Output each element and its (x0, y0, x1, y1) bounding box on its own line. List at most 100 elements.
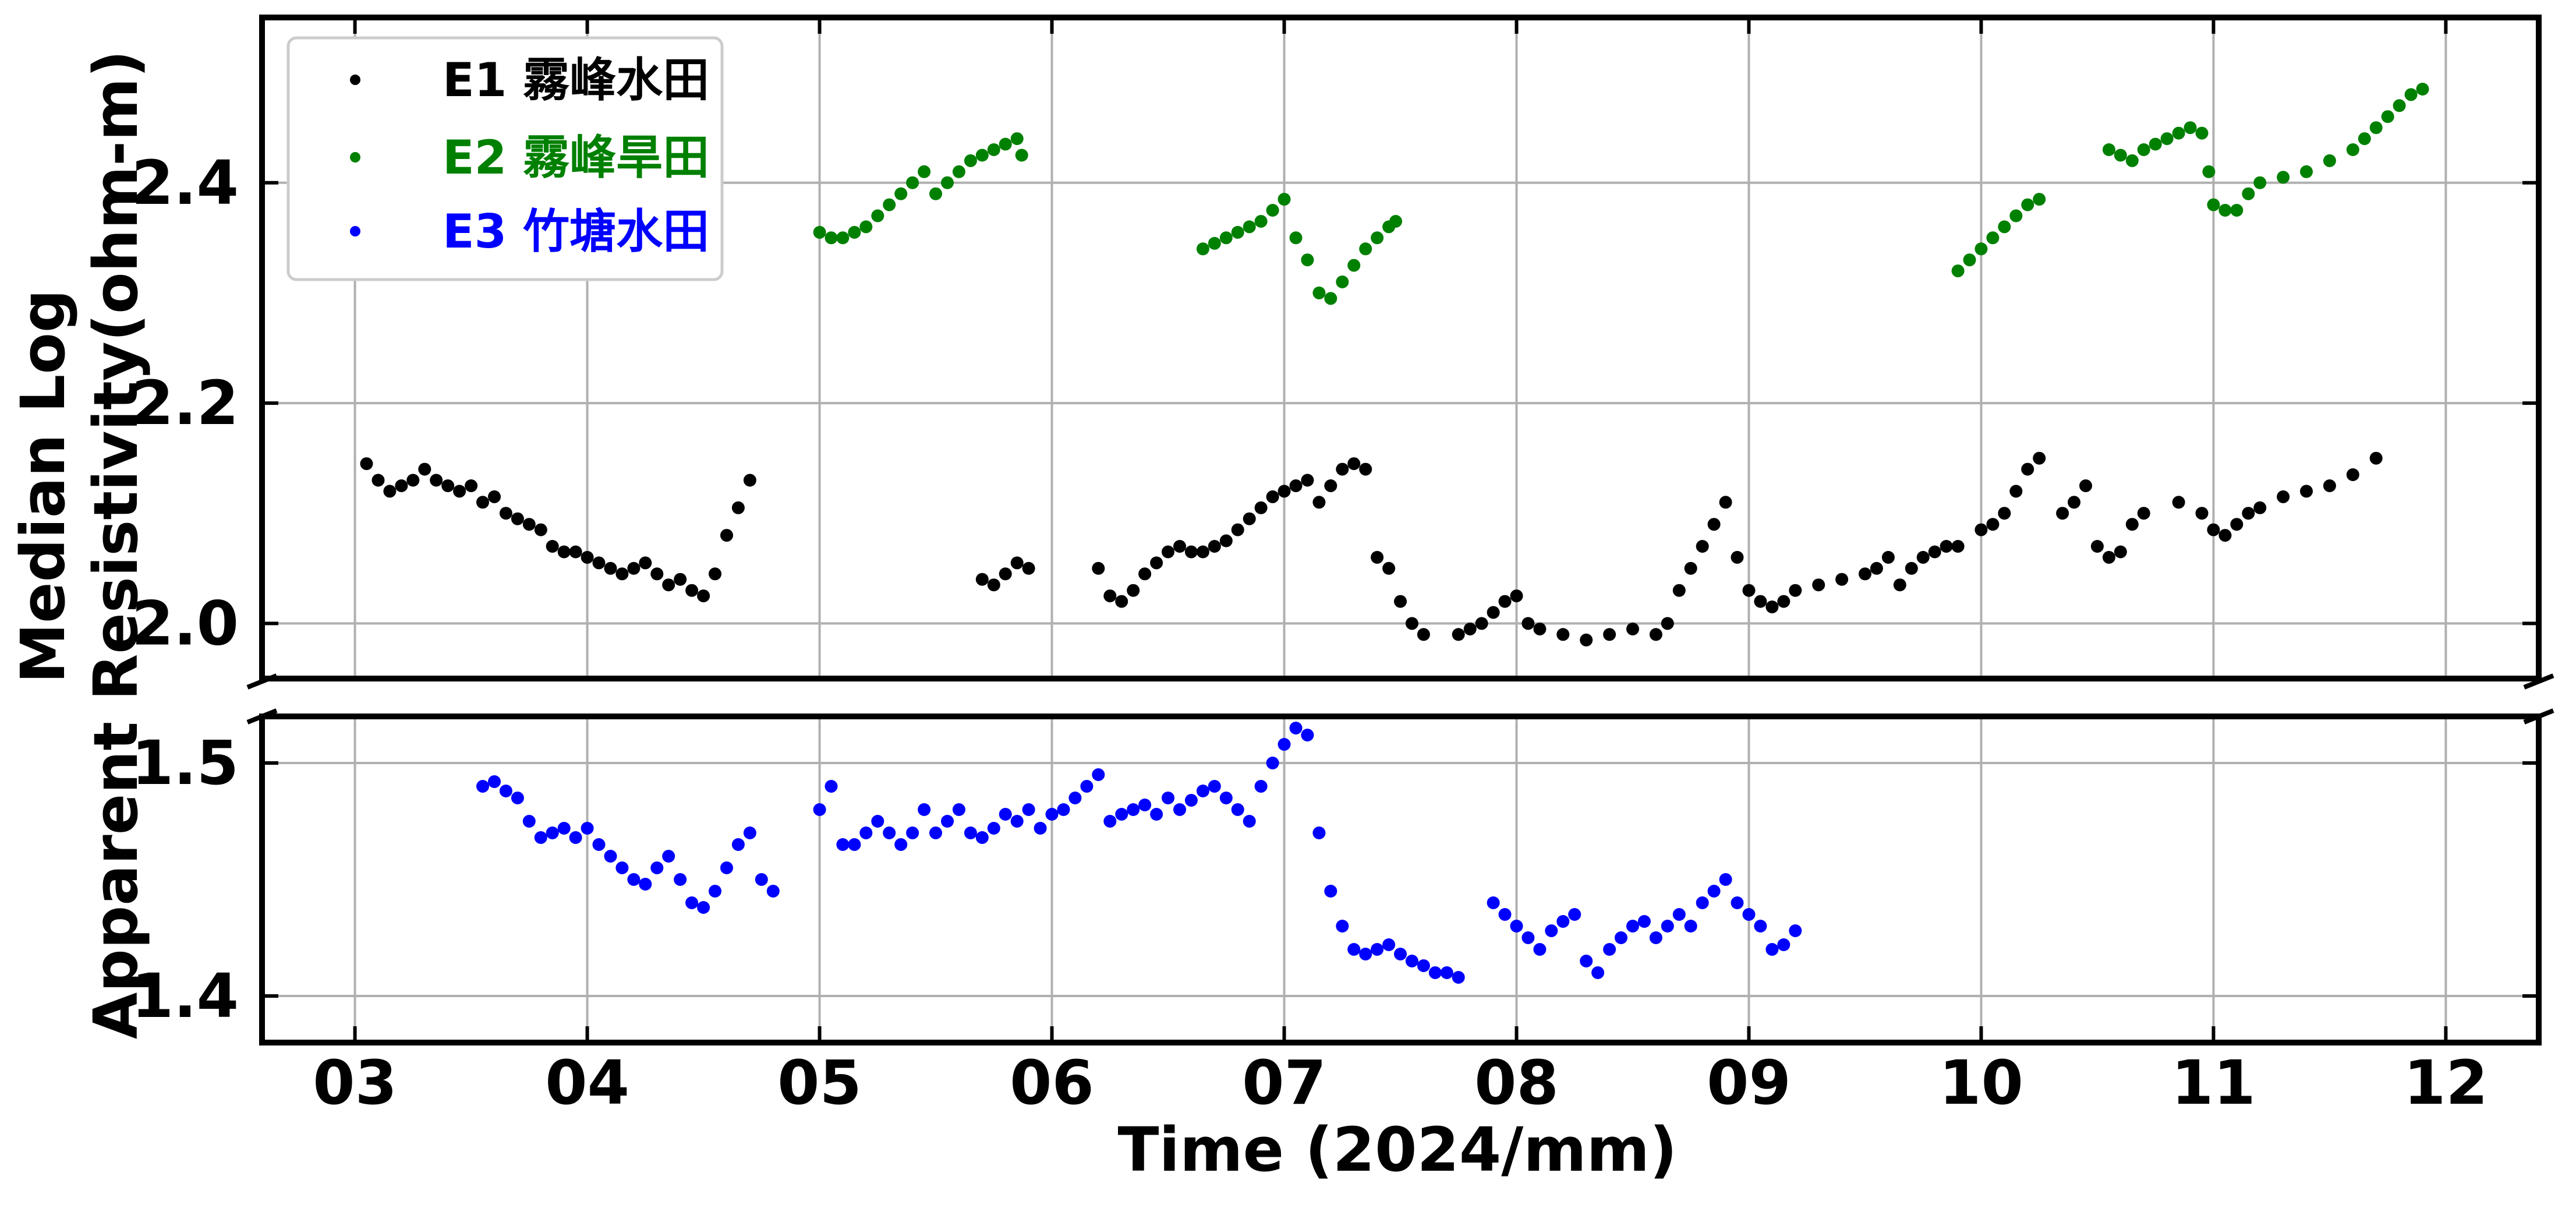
data-point-series-3 (1672, 908, 1686, 921)
data-point-series-1 (1394, 595, 1407, 608)
data-point-series-3 (1092, 768, 1105, 781)
data-point-series-2 (2369, 121, 2383, 135)
data-point-series-3 (1301, 729, 1314, 741)
x-tick-label: 05 (777, 1047, 862, 1118)
data-point-series-3 (1719, 873, 1732, 886)
data-point-series-1 (2090, 540, 2104, 553)
data-point-series-1 (1254, 501, 1268, 514)
data-point-series-1 (1452, 628, 1465, 641)
data-point-series-2 (2009, 209, 2023, 222)
data-point-series-1 (557, 545, 571, 559)
data-point-series-1 (2056, 507, 2069, 520)
data-point-series-1 (2253, 501, 2267, 514)
data-point-series-1 (1231, 523, 1244, 536)
data-point-series-3 (1428, 966, 1442, 979)
upper-y-tick-label: 2.2 (132, 368, 239, 439)
data-point-series-1 (1219, 534, 1233, 548)
data-point-series-2 (2202, 165, 2216, 178)
data-point-series-1 (720, 529, 733, 542)
data-point-series-2 (848, 225, 861, 239)
data-point-series-2 (1389, 215, 1402, 228)
data-point-series-1 (2207, 523, 2220, 536)
data-point-series-1 (2114, 545, 2127, 559)
data-point-series-2 (1301, 253, 1314, 267)
data-point-series-1 (1521, 617, 1535, 630)
data-point-series-1 (581, 550, 594, 564)
data-point-series-3 (883, 826, 896, 839)
data-point-series-2 (1266, 204, 1279, 217)
data-point-series-1 (1173, 540, 1186, 553)
upper-panel-frame (259, 15, 2542, 681)
gridlines (262, 17, 2539, 1043)
data-point-series-1 (1266, 490, 1279, 503)
data-point-series-1 (1719, 496, 1732, 509)
data-point-series-3 (1184, 794, 1198, 807)
data-point-series-1 (522, 518, 536, 531)
data-point-series-1 (2172, 496, 2185, 509)
data-point-series-3 (1615, 931, 1627, 944)
data-point-series-1 (2346, 468, 2359, 481)
data-point-series-3 (1208, 780, 1221, 793)
data-point-series-3 (1150, 808, 1163, 821)
data-point-series-3 (1742, 908, 1756, 921)
data-point-series-3 (1754, 920, 1767, 933)
data-point-series-3 (1521, 931, 1535, 944)
data-point-series-1 (2125, 518, 2139, 531)
data-point-series-3 (941, 815, 954, 828)
data-point-series-3 (534, 831, 547, 844)
data-point-series-3 (1231, 803, 1244, 816)
data-point-series-1 (1301, 474, 1314, 487)
data-point-series-3 (1219, 792, 1233, 804)
data-point-series-1 (1324, 479, 1337, 492)
data-point-series-3 (488, 775, 501, 788)
data-point-series-1 (2242, 507, 2255, 520)
data-point-series-1 (569, 545, 582, 559)
data-point-series-1 (2009, 485, 2023, 498)
x-tick-label: 06 (1010, 1047, 1094, 1118)
data-point-series-1 (1754, 595, 1767, 608)
data-point-series-3 (1661, 920, 1674, 933)
data-point-series-1 (685, 584, 699, 597)
data-point-series-3 (1347, 943, 1361, 956)
data-point-series-2 (2184, 121, 2197, 135)
data-point-series-1 (1103, 589, 1117, 603)
data-point-series-2 (2346, 143, 2359, 156)
data-point-series-1 (1684, 561, 1697, 575)
data-point-series-1 (662, 578, 675, 592)
data-point-series-1 (430, 474, 443, 487)
data-point-series-1 (1347, 457, 1361, 471)
data-point-series-1 (1986, 518, 2000, 531)
data-point-series-1 (1289, 479, 1303, 492)
data-point-series-3 (1417, 959, 1430, 972)
data-point-series-3 (1312, 826, 1326, 839)
data-point-series-3 (569, 831, 582, 844)
data-point-series-3 (592, 838, 606, 851)
data-point-series-1 (371, 474, 385, 487)
data-point-series-1 (1092, 561, 1105, 575)
data-point-series-2 (2033, 193, 2046, 206)
data-point-series-2 (2358, 132, 2371, 146)
data-point-series-3 (1452, 971, 1465, 984)
legend-label-e2: E2 霧峰旱田 (443, 130, 709, 185)
data-point-series-2 (1219, 231, 1233, 245)
data-point-series-1 (1208, 540, 1221, 553)
data-point-series-3 (1057, 803, 1070, 816)
data-point-series-2 (1324, 292, 1337, 305)
data-point-series-2 (2021, 198, 2034, 211)
data-point-series-1 (1835, 573, 1849, 586)
data-point-series-3 (1173, 803, 1186, 816)
data-point-series-3 (1533, 943, 1547, 956)
data-point-series-1 (2323, 479, 2336, 492)
data-point-series-1 (615, 567, 629, 581)
data-point-series-3 (604, 850, 617, 863)
data-point-series-1 (731, 501, 745, 514)
data-point-series-3 (1510, 920, 1523, 933)
data-point-series-1 (1463, 622, 1477, 635)
axis-ticks: 03 04 05 06 07 08 09 10 11 12 2.0 2.2 2.4 1.4 1.5 (132, 17, 2539, 1118)
x-tick-label: 09 (1707, 1047, 1791, 1118)
data-point-series-2 (975, 149, 989, 162)
data-point-series-1 (360, 457, 373, 471)
data-point-series-3 (720, 861, 733, 874)
data-point-series-2 (1010, 132, 1024, 146)
data-point-series-3 (1196, 785, 1209, 797)
